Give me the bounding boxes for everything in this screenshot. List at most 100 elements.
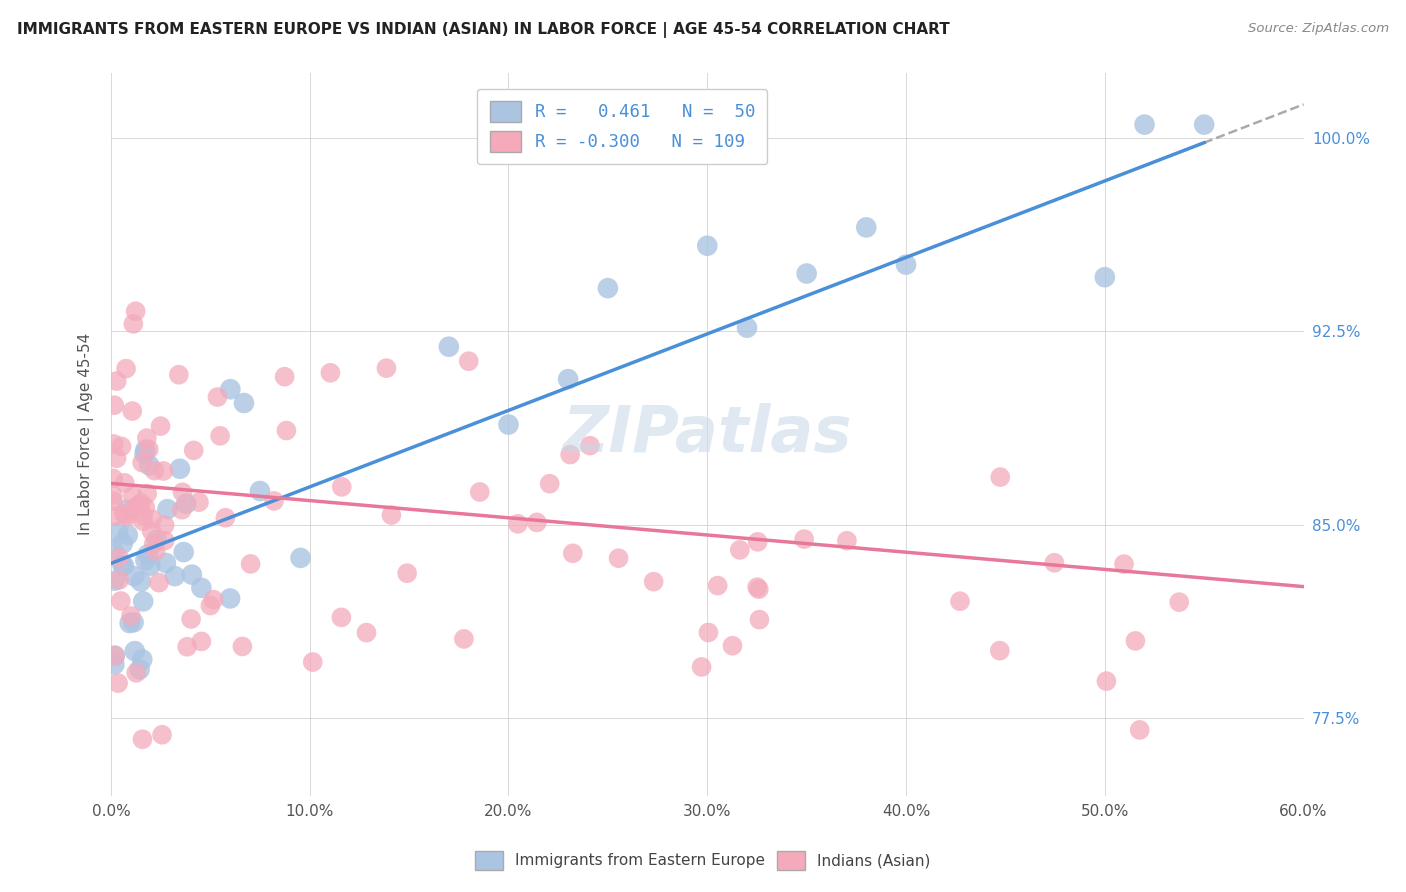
Point: [1168, 595, 1191, 609]
Point: [143, 464, 166, 478]
Point: [149, 419, 172, 434]
Legend: R =   0.461   N =  50, R = -0.300   N = 109: R = 0.461 N = 50, R = -0.300 N = 109: [478, 89, 768, 164]
Point: [101, 471, 124, 485]
Point: [172, 485, 194, 500]
Point: [180, 567, 202, 582]
Point: [107, 676, 129, 690]
Point: [115, 508, 138, 522]
Point: [728, 542, 751, 557]
Point: [132, 508, 155, 523]
Point: [690, 660, 713, 674]
Point: [138, 458, 160, 473]
Point: [135, 431, 157, 445]
Point: [1125, 633, 1147, 648]
Legend: Immigrants from Eastern Europe, Indians (Asian): Immigrants from Eastern Europe, Indians …: [468, 843, 938, 877]
Point: [118, 616, 141, 631]
Point: [855, 220, 877, 235]
Point: [988, 470, 1011, 484]
Point: [163, 569, 186, 583]
Point: [129, 496, 152, 510]
Point: [150, 728, 173, 742]
Point: [114, 475, 136, 490]
Point: [120, 608, 142, 623]
Point: [115, 502, 138, 516]
Point: [561, 546, 583, 560]
Point: [290, 550, 312, 565]
Point: [112, 507, 135, 521]
Point: [607, 551, 630, 566]
Point: [141, 512, 163, 526]
Point: [121, 489, 143, 503]
Point: [453, 632, 475, 646]
Point: [1112, 557, 1135, 571]
Point: [437, 340, 460, 354]
Point: [131, 652, 153, 666]
Point: [894, 258, 917, 272]
Point: [170, 502, 193, 516]
Point: [103, 657, 125, 672]
Point: [596, 281, 619, 295]
Point: [273, 369, 295, 384]
Point: [131, 732, 153, 747]
Point: [796, 267, 818, 281]
Point: [706, 579, 728, 593]
Point: [131, 456, 153, 470]
Point: [988, 643, 1011, 657]
Point: [111, 536, 134, 550]
Point: [104, 509, 127, 524]
Point: [506, 516, 529, 531]
Point: [117, 528, 139, 542]
Point: [356, 625, 378, 640]
Point: [111, 558, 134, 572]
Point: [643, 574, 665, 589]
Point: [145, 544, 167, 558]
Text: IMMIGRANTS FROM EASTERN EUROPE VS INDIAN (ASIAN) IN LABOR FORCE | AGE 45-54 CORR: IMMIGRANTS FROM EASTERN EUROPE VS INDIAN…: [17, 22, 949, 38]
Point: [696, 238, 718, 252]
Point: [263, 494, 285, 508]
Point: [396, 566, 419, 581]
Point: [148, 575, 170, 590]
Point: [1309, 548, 1331, 562]
Point: [136, 486, 159, 500]
Point: [141, 524, 163, 539]
Point: [526, 516, 548, 530]
Point: [249, 483, 271, 498]
Point: [330, 480, 353, 494]
Text: ZIPatlas: ZIPatlas: [562, 403, 852, 466]
Point: [145, 533, 167, 547]
Point: [169, 462, 191, 476]
Text: Source: ZipAtlas.com: Source: ZipAtlas.com: [1249, 22, 1389, 36]
Point: [560, 448, 582, 462]
Point: [153, 518, 176, 533]
Point: [142, 537, 165, 551]
Point: [180, 612, 202, 626]
Point: [108, 573, 131, 587]
Point: [835, 533, 858, 548]
Point: [128, 498, 150, 512]
Point: [122, 317, 145, 331]
Point: [103, 398, 125, 412]
Point: [1133, 118, 1156, 132]
Point: [136, 548, 159, 562]
Point: [1371, 650, 1393, 665]
Point: [330, 610, 353, 624]
Point: [110, 439, 132, 453]
Point: [697, 625, 720, 640]
Point: [721, 639, 744, 653]
Point: [538, 476, 561, 491]
Point: [128, 662, 150, 676]
Point: [579, 439, 602, 453]
Point: [112, 558, 135, 573]
Point: [121, 404, 143, 418]
Point: [101, 494, 124, 508]
Point: [105, 374, 128, 388]
Point: [107, 525, 129, 540]
Point: [747, 580, 769, 594]
Point: [375, 361, 398, 376]
Point: [101, 488, 124, 502]
Point: [134, 442, 156, 457]
Point: [1344, 670, 1367, 684]
Point: [1322, 517, 1344, 532]
Point: [949, 594, 972, 608]
Point: [276, 424, 298, 438]
